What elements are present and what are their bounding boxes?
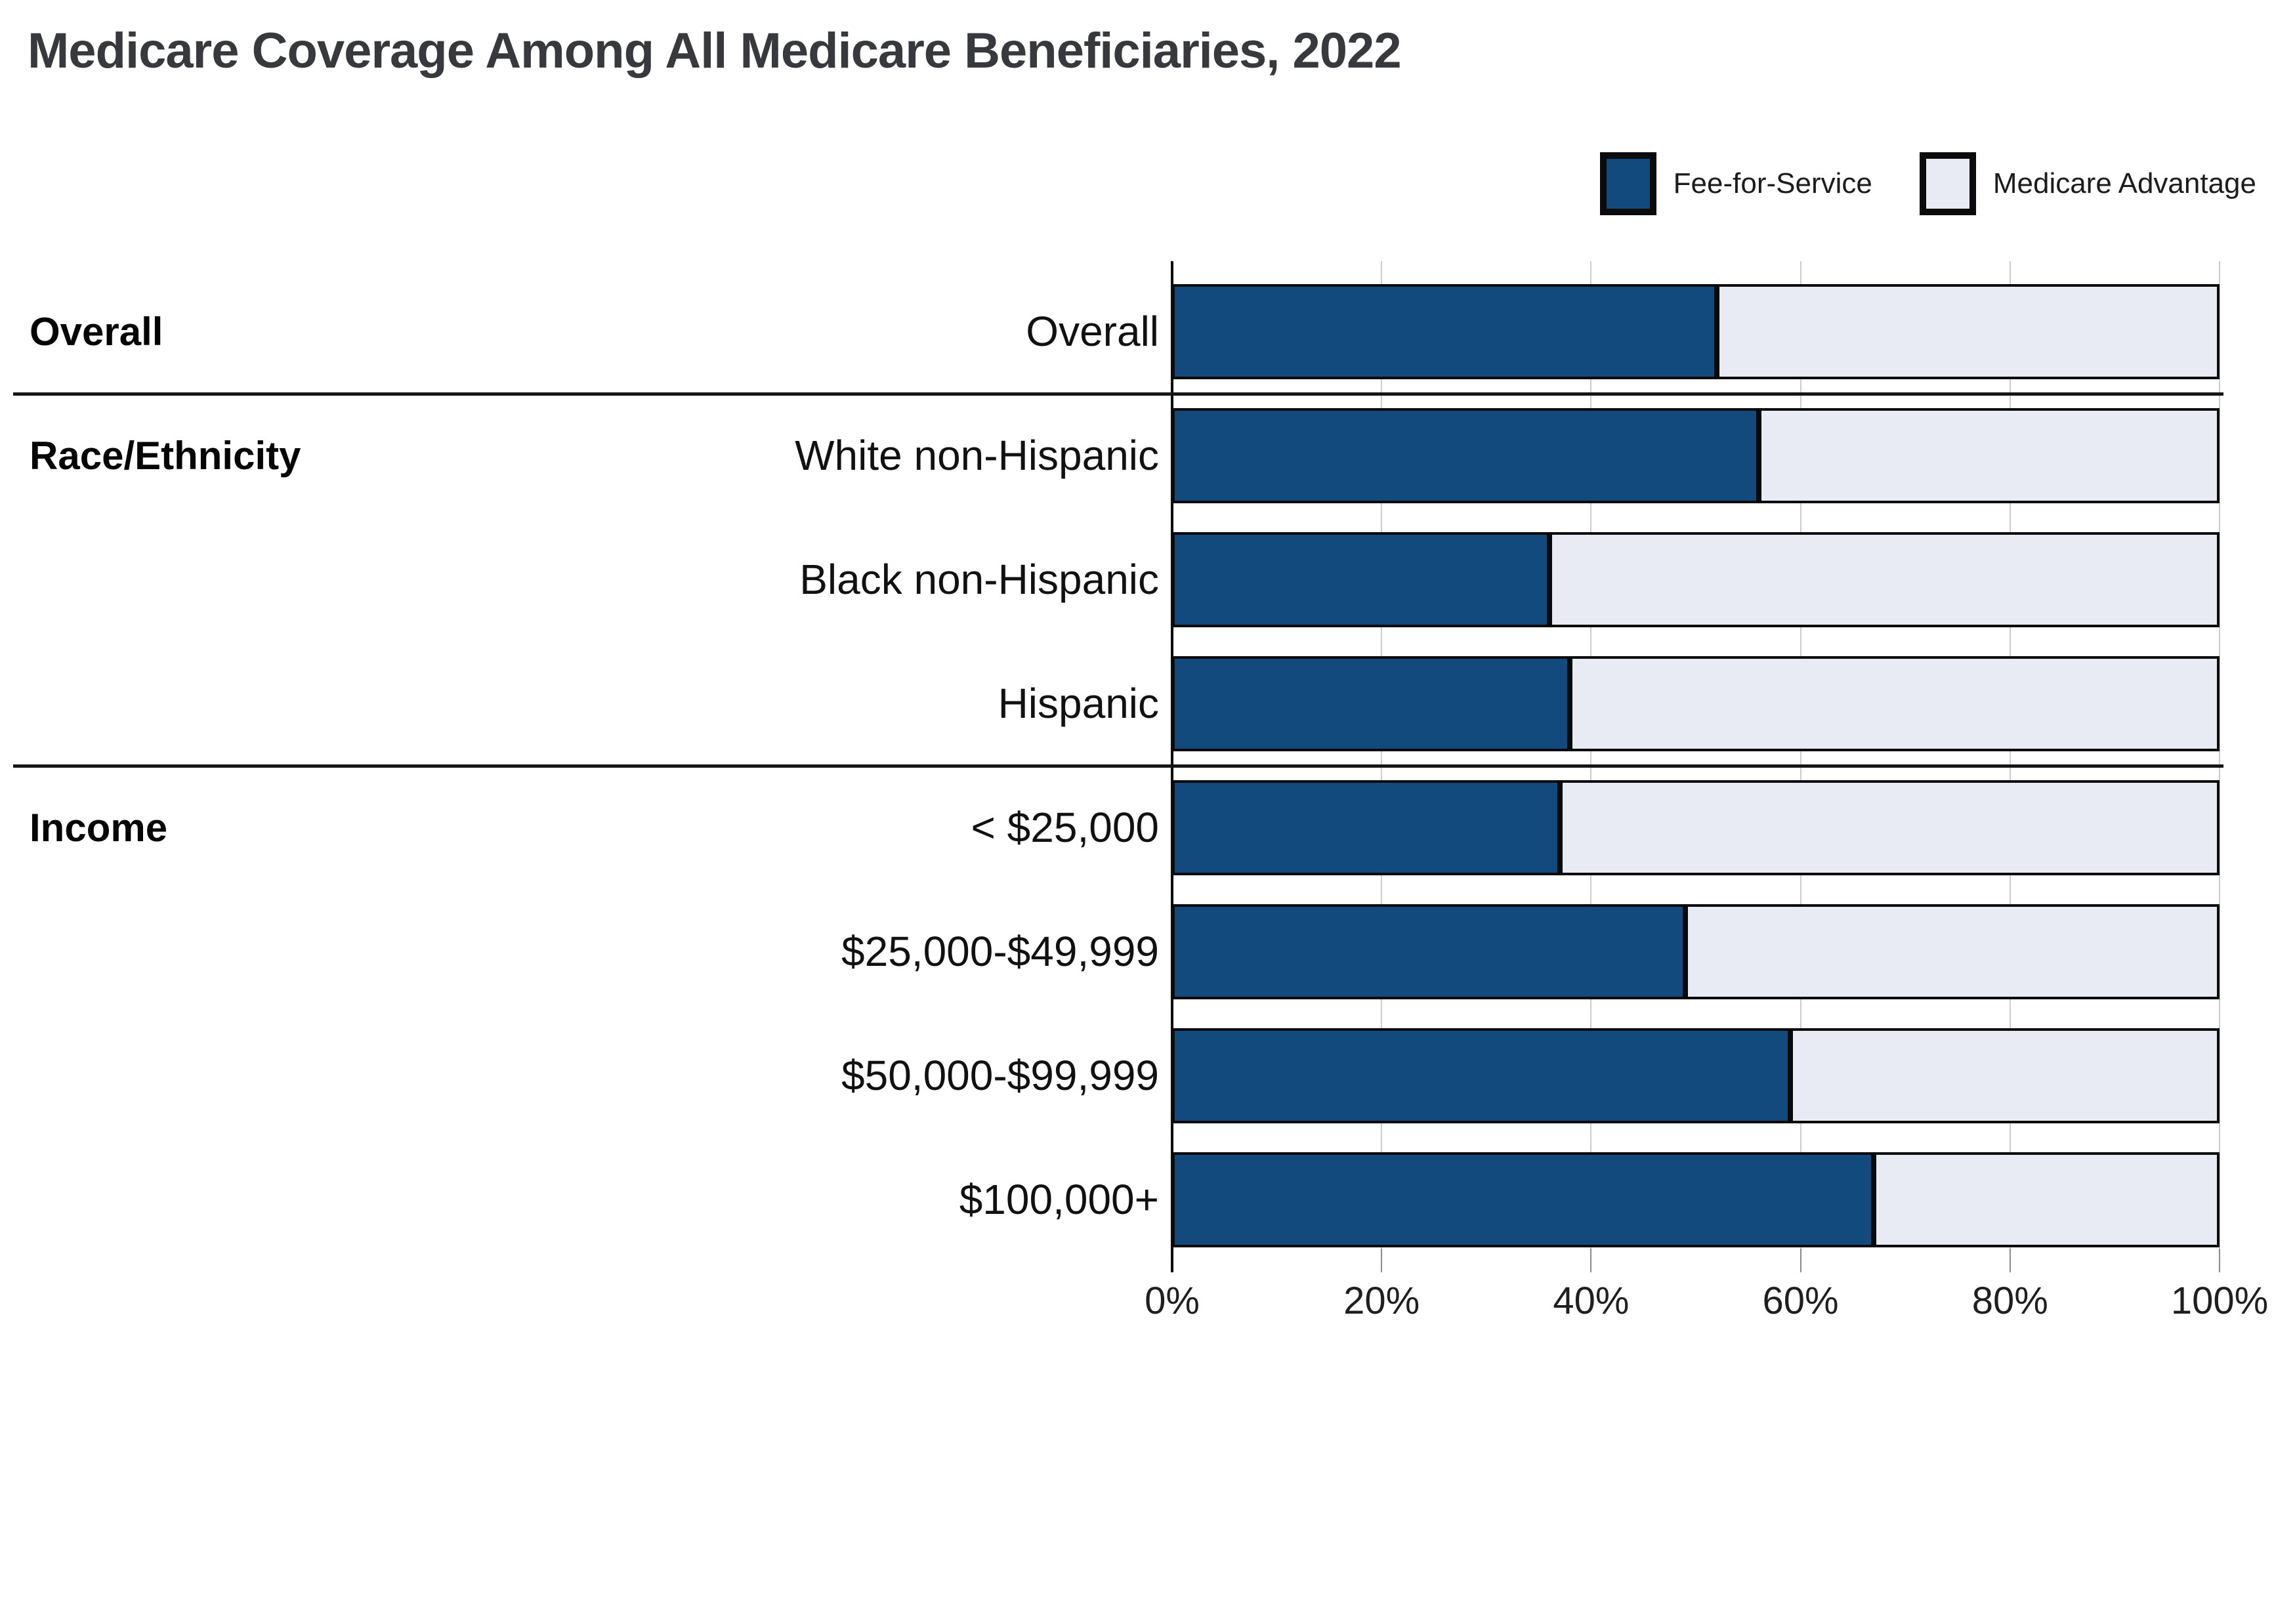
group-label: Race/Ethnicity bbox=[30, 433, 301, 478]
bar-row bbox=[1172, 904, 2220, 999]
group-separator-line bbox=[13, 764, 2223, 768]
chart-title: Medicare Coverage Among All Medicare Ben… bbox=[28, 23, 1402, 79]
bar-segment-medicare-advantage bbox=[1685, 904, 2220, 999]
bar-segment-fee-for-service bbox=[1172, 284, 1717, 379]
bar-segment-fee-for-service bbox=[1172, 904, 1686, 999]
legend-label-medicare-advantage: Medicare Advantage bbox=[1992, 167, 2256, 199]
bar-row bbox=[1172, 1028, 2220, 1123]
gridline-80 bbox=[2009, 261, 2011, 1250]
legend-label-fee-for-service: Fee-for-Service bbox=[1673, 167, 1872, 199]
row-label: $25,000-$49,999 bbox=[841, 928, 1159, 975]
bar-segment-fee-for-service bbox=[1172, 1028, 1790, 1123]
axis-tick-100 bbox=[2219, 1249, 2220, 1272]
x-axis-label-20: 20% bbox=[1343, 1280, 1420, 1322]
axis-tick-20 bbox=[1381, 1249, 1383, 1272]
group-separator-line bbox=[13, 392, 2223, 396]
bar-segment-medicare-advantage bbox=[1549, 532, 2220, 627]
bar-segment-medicare-advantage bbox=[1874, 1152, 2220, 1247]
bar-segment-medicare-advantage bbox=[1716, 284, 2220, 379]
bar-segment-medicare-advantage bbox=[1559, 780, 2220, 875]
group-label: Overall bbox=[30, 309, 163, 354]
axis-tick-80 bbox=[2009, 1249, 2011, 1272]
row-label: $100,000+ bbox=[959, 1176, 1159, 1223]
gridline-20 bbox=[1381, 261, 1383, 1250]
bar-segment-fee-for-service bbox=[1172, 532, 1549, 627]
bar-row bbox=[1172, 532, 2220, 627]
legend-item-medicare-advantage: Medicare Advantage bbox=[1919, 152, 2256, 215]
bar-row bbox=[1172, 780, 2220, 875]
bar-segment-medicare-advantage bbox=[1790, 1028, 2220, 1123]
gridline-100 bbox=[2219, 261, 2220, 1250]
x-axis-label-60: 60% bbox=[1762, 1280, 1839, 1322]
axis-tick-40 bbox=[1590, 1249, 1592, 1272]
row-label: < $25,000 bbox=[971, 804, 1160, 851]
group-label: Income bbox=[30, 805, 168, 850]
bar-segment-fee-for-service bbox=[1172, 656, 1570, 751]
bar-segment-medicare-advantage bbox=[1570, 656, 2220, 751]
row-label: White non-Hispanic bbox=[795, 432, 1159, 479]
x-axis-label-0: 0% bbox=[1145, 1280, 1200, 1322]
legend-item-fee-for-service: Fee-for-Service bbox=[1599, 152, 1872, 215]
row-label: Overall bbox=[1026, 308, 1159, 355]
axis-tick-60 bbox=[1800, 1249, 1801, 1272]
axis-tick-0 bbox=[1171, 1249, 1173, 1272]
x-axis-label-40: 40% bbox=[1553, 1280, 1630, 1322]
row-label: $50,000-$99,999 bbox=[841, 1052, 1159, 1099]
gridline-40 bbox=[1590, 261, 1592, 1250]
bar-row bbox=[1172, 1152, 2220, 1247]
gridline-60 bbox=[1800, 261, 1801, 1250]
y-axis-line bbox=[1171, 261, 1173, 1250]
legend: Fee-for-Service Medicare Advantage bbox=[1599, 152, 2256, 215]
bar-segment-fee-for-service bbox=[1172, 408, 1759, 503]
bar-segment-fee-for-service bbox=[1172, 1152, 1874, 1247]
legend-swatch-medicare-advantage bbox=[1919, 152, 1976, 215]
legend-swatch-fee-for-service bbox=[1599, 152, 1656, 215]
bar-row bbox=[1172, 408, 2220, 503]
bar-row bbox=[1172, 284, 2220, 379]
bar-row bbox=[1172, 656, 2220, 751]
x-axis-label-80: 80% bbox=[1971, 1280, 2048, 1322]
bar-segment-fee-for-service bbox=[1172, 780, 1560, 875]
x-axis-label-100: 100% bbox=[2170, 1280, 2269, 1322]
row-label: Black non-Hispanic bbox=[799, 556, 1159, 603]
bar-segment-medicare-advantage bbox=[1758, 408, 2220, 503]
row-label: Hispanic bbox=[998, 680, 1159, 727]
